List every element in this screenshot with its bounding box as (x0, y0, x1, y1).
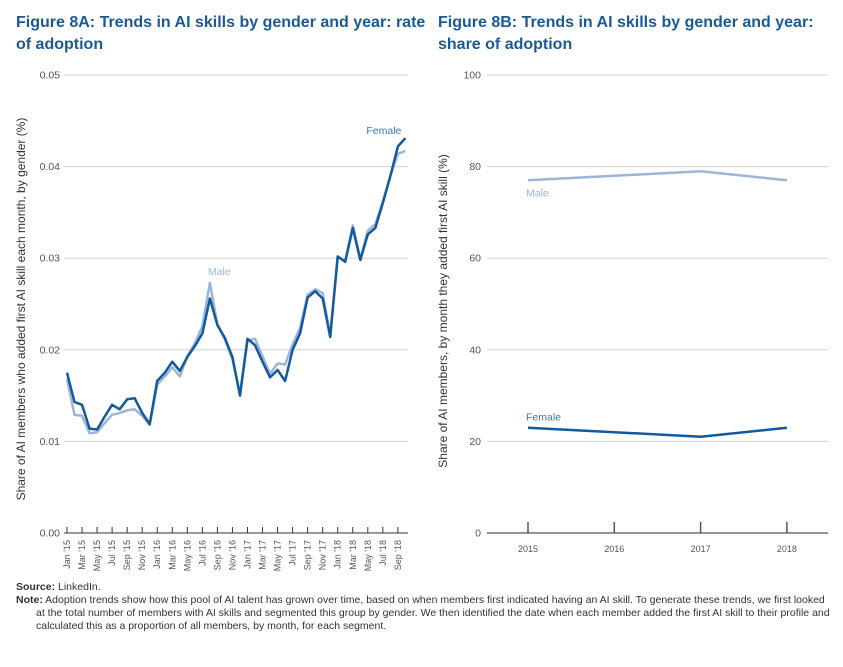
footer: Source: LinkedIn. Note: Adoption trends … (16, 581, 831, 633)
x-tick-label: May '17 (273, 540, 283, 571)
x-tick-label: May '18 (363, 540, 373, 571)
y-tick-label: 0.05 (40, 70, 61, 82)
x-tick-label: Sep '15 (122, 540, 132, 570)
x-tick-label: Jul '18 (378, 540, 388, 566)
y-axis-title: Share of AI members who added first AI s… (14, 118, 28, 501)
x-tick-label: Nov '15 (137, 540, 147, 570)
x-tick-label: Nov '17 (318, 540, 328, 570)
x-tick-label: May '15 (92, 540, 102, 571)
x-tick-label: 2016 (604, 544, 624, 554)
y-tick-label: 100 (463, 70, 481, 82)
x-tick-label: Sep '16 (212, 540, 222, 570)
x-tick-label: Mar '15 (77, 540, 87, 570)
y-tick-label: 0.00 (40, 528, 61, 540)
x-tick-label: Jan '17 (242, 540, 252, 569)
x-tick-label: Jul '16 (197, 540, 207, 566)
y-tick-label: 0 (475, 528, 481, 540)
x-tick-label: Sep '17 (303, 540, 313, 570)
source-label: Source: (16, 581, 56, 593)
note-text: Adoption trends show how this pool of AI… (36, 594, 830, 632)
x-tick-label: Jan '15 (62, 540, 72, 569)
x-tick-label: Jan '16 (152, 540, 162, 569)
x-tick-label: May '16 (182, 540, 192, 571)
figure-8a-title: Figure 8A: Trends in AI skills by gender… (16, 14, 426, 53)
figure-8b-title: Figure 8B: Trends in AI skills by gender… (438, 14, 814, 53)
charts-canvas: 0.00 0.01 0.02 0.03 0.04 0.05 Jan '15 Mar '15 Ma… (14, 70, 828, 571)
chart-8b: 0 20 40 60 80 100 2015 2016 2017 2018 Share of AI … (436, 70, 828, 554)
x-tick-label: Mar '16 (167, 540, 177, 570)
source-line: Source: LinkedIn. (16, 581, 831, 594)
x-tick-label: Jan '18 (333, 540, 343, 569)
x-tick-label: 2017 (691, 544, 711, 554)
series-line-female (527, 426, 788, 439)
series-label-female: Female (366, 125, 401, 137)
x-tick-label: Jul '17 (288, 540, 298, 566)
chart-8a: 0.00 0.01 0.02 0.03 0.04 0.05 Jan '15 Mar '15 Ma… (14, 70, 408, 571)
series-label-male: Male (208, 266, 231, 278)
series-line-male (65, 149, 406, 435)
y-tick-label: 60 (469, 253, 481, 265)
series-line-male (527, 169, 788, 182)
note-line: Note: Adoption trends show how this pool… (16, 594, 831, 633)
x-tick-label: 2015 (518, 544, 538, 554)
x-tick-label: Mar '18 (348, 540, 358, 570)
y-tick-label: 20 (469, 436, 481, 448)
x-tick-label: Mar '17 (258, 540, 268, 570)
x-tick-label: Nov '16 (227, 540, 237, 570)
y-tick-label: 80 (469, 161, 481, 173)
series-line-female (65, 137, 407, 431)
y-tick-label: 0.03 (40, 253, 61, 265)
y-tick-label: 0.02 (40, 344, 61, 356)
y-tick-label: 40 (469, 344, 481, 356)
x-tick-label: Jul '15 (107, 540, 117, 566)
y-tick-label: 0.04 (40, 161, 61, 173)
x-tick-label: 2018 (777, 544, 797, 554)
y-axis-title: Share of AI members, by month they added… (436, 154, 450, 467)
series-label-male: Male (526, 187, 549, 199)
series-label-female: Female (526, 412, 561, 424)
y-tick-label: 0.01 (40, 436, 61, 448)
note-label: Note: (16, 594, 43, 606)
source-text: LinkedIn. (55, 581, 101, 593)
x-tick-label: Sep '18 (393, 540, 403, 570)
